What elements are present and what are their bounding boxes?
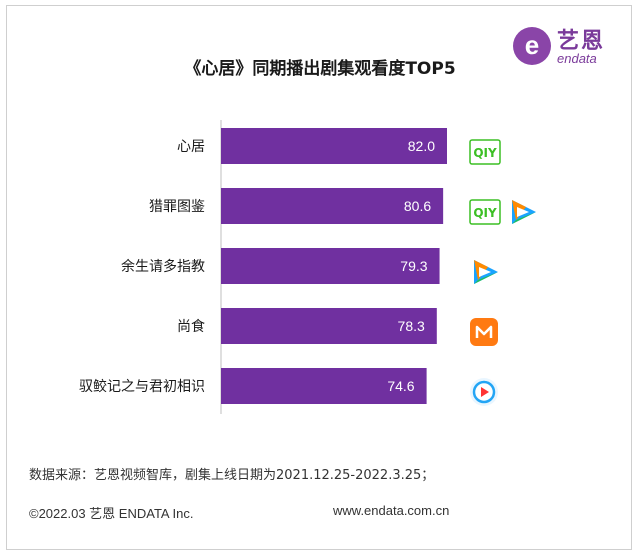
- svg-text:QIY: QIY: [473, 206, 497, 220]
- bar: [221, 308, 437, 344]
- chart-frame: 《心居》同期播出剧集观看度TOP5 e 艺恩 endata 数据来源：艺恩视频智…: [6, 5, 632, 550]
- category-label: 驭鲛记之与君初相识: [79, 378, 205, 395]
- tencent-video-icon: [512, 200, 536, 224]
- bar: [221, 188, 444, 224]
- tencent-video-icon: [474, 260, 498, 284]
- data-label: 79.3: [400, 258, 427, 274]
- category-label: 余生请多指教: [121, 258, 205, 275]
- bar: [221, 128, 447, 164]
- iqiyi-icon: QIY: [469, 139, 501, 165]
- category-label: 心居: [177, 139, 205, 155]
- endata-logo: e 艺恩 endata: [513, 21, 628, 71]
- data-label: 74.6: [387, 378, 414, 394]
- footer-url: www.endata.com.cn: [333, 503, 450, 518]
- data-label: 80.6: [404, 198, 431, 214]
- chart-title: 《心居》同期播出剧集观看度TOP5: [184, 59, 456, 79]
- svg-text:QIY: QIY: [473, 146, 497, 160]
- footer-copyright: ©2022.03 艺恩 ENDATA Inc.: [29, 506, 194, 521]
- category-label: 猎罪图鉴: [149, 199, 205, 215]
- logo-en-text: endata: [557, 51, 597, 66]
- data-label: 78.3: [398, 318, 425, 334]
- logo-cn-text: 艺恩: [557, 29, 606, 54]
- category-label: 尚食: [177, 318, 205, 335]
- source-note: 数据来源：艺恩视频智库，剧集上线日期为2021.12.25-2022.3.25；: [29, 468, 435, 483]
- iqiyi-icon: QIY: [469, 199, 501, 225]
- logo-mark: e: [513, 27, 551, 65]
- mango-tv-icon: [470, 318, 498, 346]
- youku-icon: [470, 378, 498, 406]
- bar: [221, 368, 427, 404]
- bar: [221, 248, 440, 284]
- data-label: 82.0: [408, 138, 435, 154]
